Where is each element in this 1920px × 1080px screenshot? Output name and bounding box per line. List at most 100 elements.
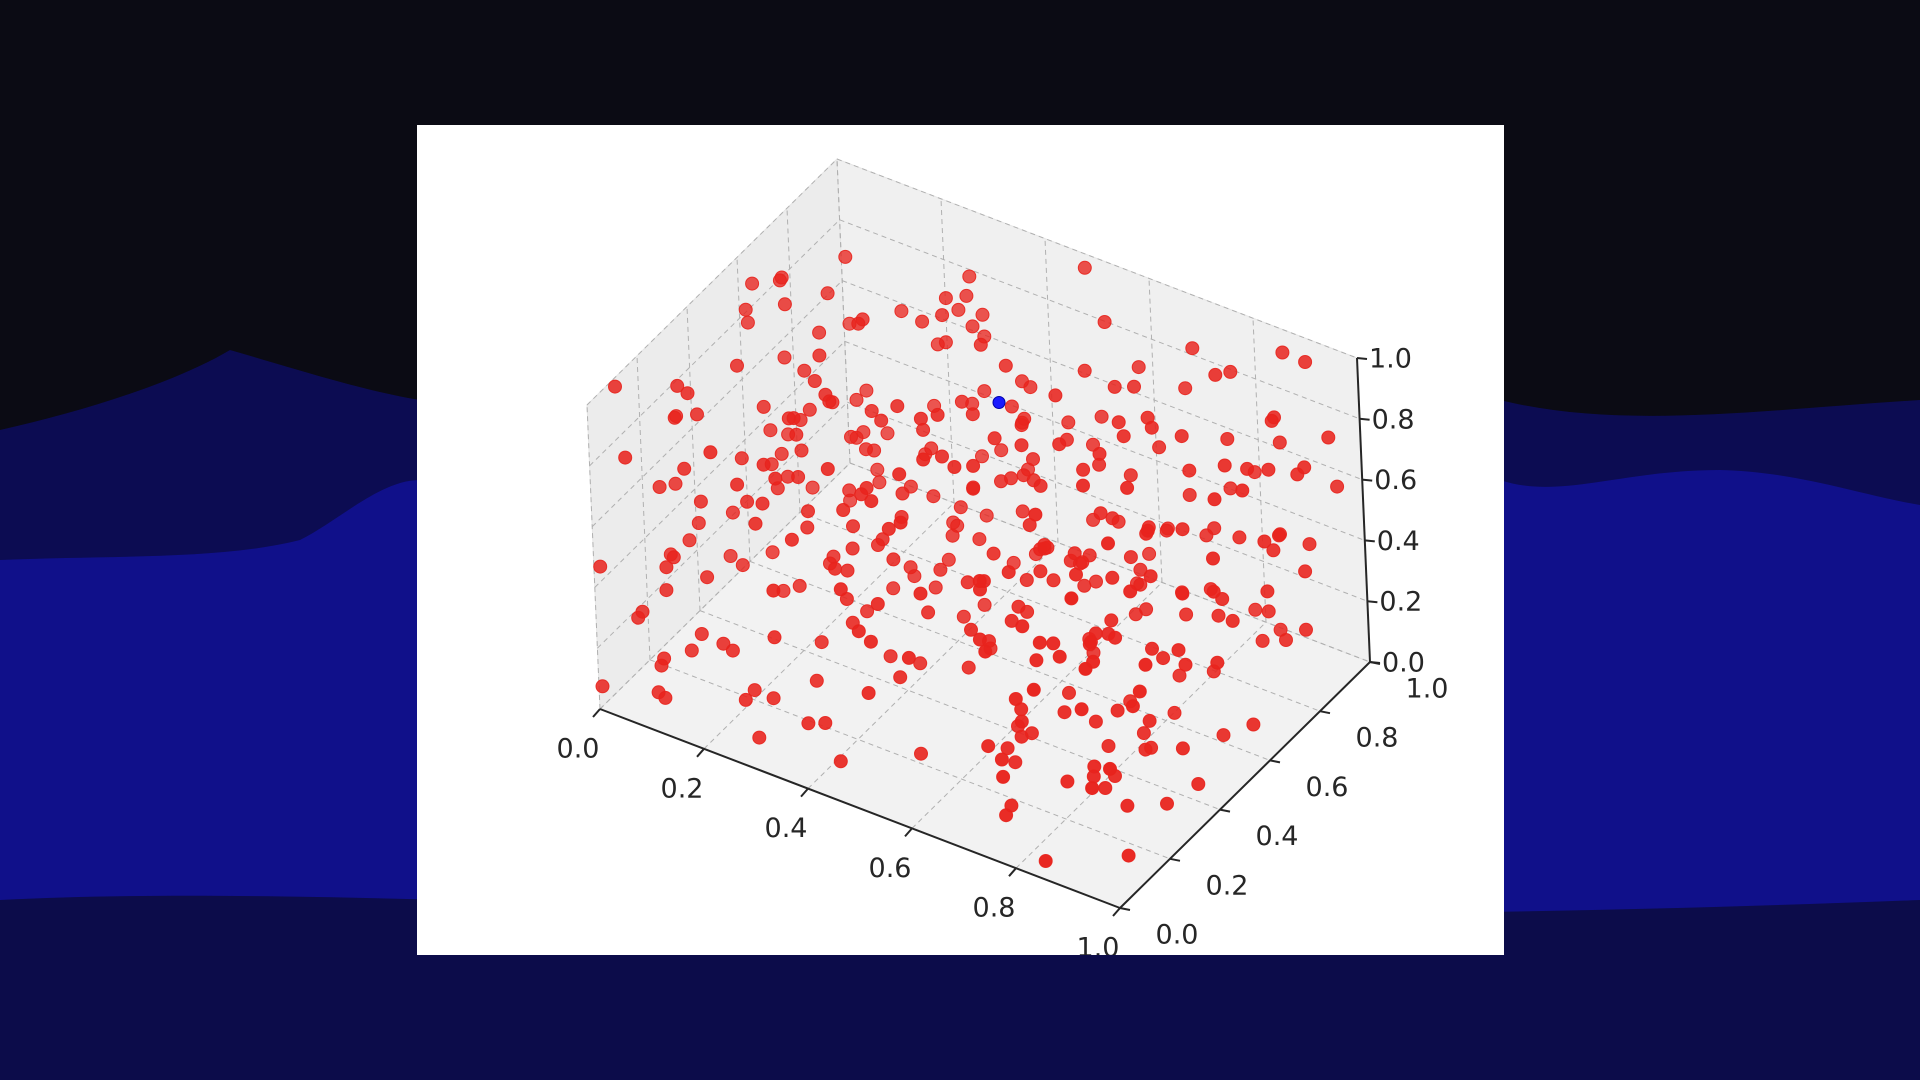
data-point [814, 635, 829, 650]
grid-line-x-back [1044, 238, 1059, 543]
data-point [652, 480, 667, 494]
data-point [1014, 729, 1029, 744]
grid-line-y-left [836, 158, 851, 464]
data-point [851, 624, 866, 639]
data-point [960, 575, 975, 590]
data-point [1015, 619, 1030, 634]
data-point [1123, 584, 1138, 599]
z-tick-label: 0.4 [1377, 526, 1420, 557]
data-point [913, 411, 928, 426]
x-tick-mark [1112, 907, 1121, 917]
data-point [1211, 608, 1226, 623]
data-point [1144, 420, 1159, 435]
data-point [872, 475, 887, 490]
grid-line-z-left [591, 280, 843, 527]
data-point [913, 656, 928, 671]
data-point [1210, 655, 1225, 670]
data-point [800, 520, 815, 535]
data-point [1223, 364, 1238, 379]
data-point [1178, 381, 1193, 396]
data-point [935, 449, 949, 464]
data-point [1029, 653, 1044, 668]
data-point [786, 411, 801, 426]
data-point [1156, 651, 1171, 666]
data-point [768, 471, 783, 486]
data-point [1069, 567, 1083, 582]
data-point [1261, 462, 1276, 477]
data-point [890, 399, 905, 414]
data-point [1097, 315, 1112, 329]
z-tick-mark [1367, 600, 1378, 604]
data-point [977, 384, 992, 399]
data-point [1125, 699, 1140, 714]
data-point [996, 769, 1011, 784]
data-point [964, 622, 978, 637]
data-point [1178, 657, 1193, 672]
data-point [903, 560, 918, 575]
y-axis-line [1119, 661, 1371, 909]
data-point [1257, 534, 1272, 549]
data-point [1175, 586, 1190, 601]
z-tick-mark [1362, 478, 1373, 482]
data-point [792, 578, 807, 593]
data-point [1172, 668, 1187, 683]
data-point [864, 404, 879, 418]
data-point [966, 458, 981, 473]
y-tick-label: 1.0 [1406, 674, 1449, 705]
data-point [1182, 463, 1197, 478]
data-point [1216, 728, 1231, 743]
grid-line-z-left [594, 341, 846, 588]
grid-line-z-back [844, 340, 1365, 541]
data-point [1116, 429, 1131, 444]
x-axis-line [599, 708, 1121, 909]
data-point [956, 609, 971, 624]
data-point [1138, 657, 1153, 672]
data-point [1104, 613, 1119, 628]
data-point [1121, 848, 1136, 863]
data-point [938, 291, 953, 306]
data-point [1120, 480, 1135, 495]
data-point [755, 496, 770, 511]
data-point [954, 394, 969, 409]
data-point [734, 451, 749, 466]
data-point [1052, 649, 1067, 664]
data-point [1108, 630, 1123, 645]
data-point [979, 508, 994, 523]
data-point [1143, 569, 1158, 584]
data-point [1105, 511, 1120, 526]
grid-line-z-left [599, 462, 851, 710]
data-point [924, 441, 939, 456]
data-point [725, 643, 740, 658]
data-point [756, 399, 771, 414]
data-point [1077, 578, 1092, 593]
data-point [1220, 432, 1235, 446]
data-point [1075, 555, 1090, 570]
data-point [1136, 726, 1151, 741]
data-point [1175, 522, 1190, 537]
z-tick-label: 1.0 [1369, 344, 1412, 375]
data-point [774, 446, 789, 461]
z-tick-label: 0.0 [1382, 648, 1425, 679]
data-point [1098, 781, 1113, 795]
data-point [1094, 409, 1109, 424]
x-tick-mark [592, 708, 601, 718]
data-point [1037, 538, 1052, 552]
data-point [945, 528, 960, 543]
grid-line-z-left [589, 219, 840, 467]
data-point [657, 651, 672, 666]
grid-line-y-left [686, 306, 701, 611]
data-point [756, 457, 771, 472]
data-point [962, 269, 977, 284]
data-point [1120, 798, 1135, 813]
data-point [1217, 458, 1232, 473]
data-point [738, 302, 753, 317]
data-point [845, 541, 860, 556]
y-tick-label: 0.2 [1206, 870, 1249, 901]
data-point [972, 574, 987, 588]
x-tick-label: 0.2 [661, 773, 704, 804]
data-point [1015, 504, 1030, 519]
data-point [914, 746, 928, 761]
data-point [747, 683, 762, 698]
grid-line-z-back [847, 401, 1368, 602]
data-point [972, 532, 987, 547]
